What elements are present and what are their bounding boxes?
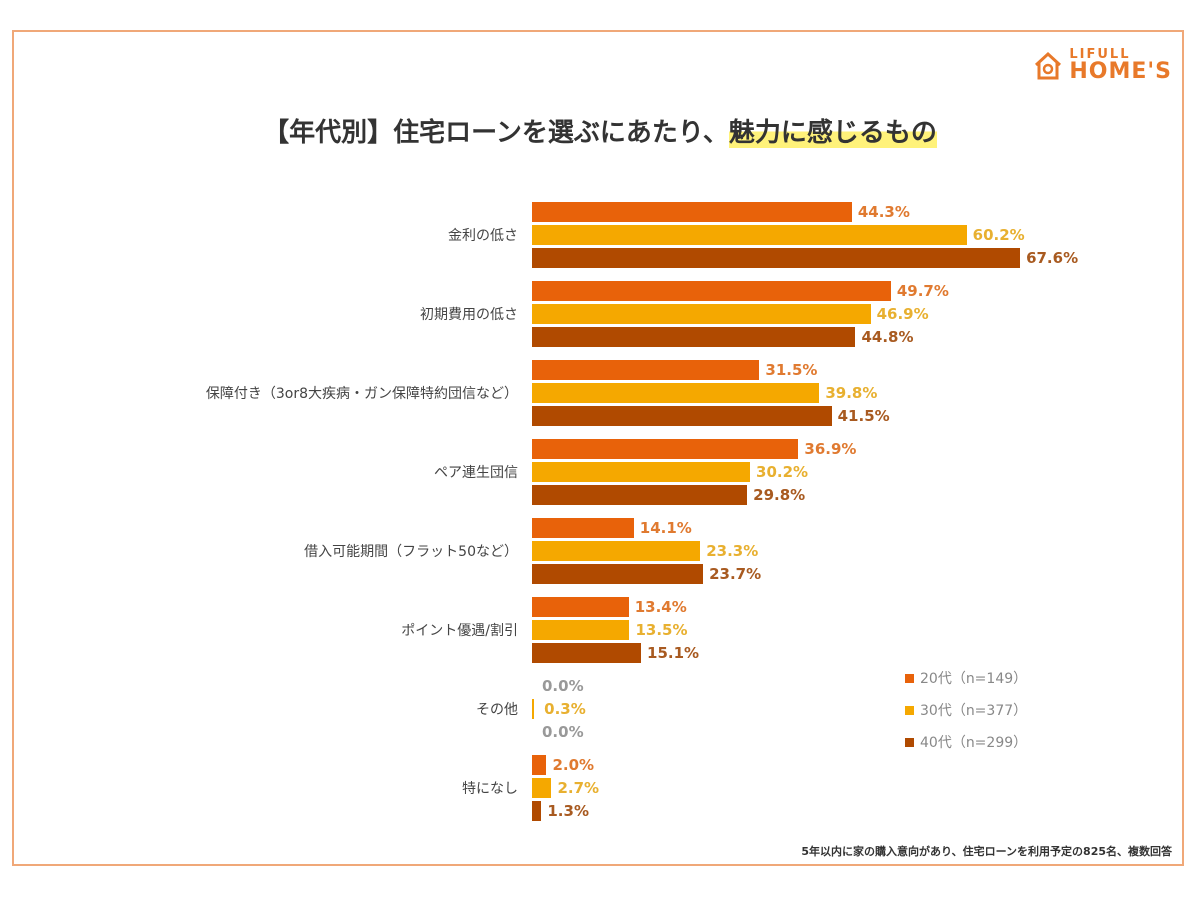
bar: [532, 778, 552, 798]
bar: [532, 439, 799, 459]
data-label: 49.7%: [896, 282, 949, 300]
data-label: 0.0%: [542, 723, 584, 741]
data-label: 23.7%: [709, 565, 762, 583]
bar: [532, 755, 547, 775]
bar: [532, 281, 891, 301]
bar: [532, 699, 535, 719]
data-label: 14.1%: [639, 519, 692, 537]
bar: [532, 564, 704, 584]
category-label: その他: [476, 702, 518, 718]
category-label: ペア連生団信: [434, 465, 518, 481]
chart-title: 【年代別】住宅ローンを選ぶにあたり、魅力に感じるもの: [0, 112, 1200, 149]
data-label: 44.3%: [857, 203, 910, 221]
chart-frame: [12, 30, 1184, 866]
bar: [532, 248, 1021, 268]
bar: [532, 360, 760, 380]
bar: [532, 597, 629, 617]
title-highlight: 魅力に感じるもの: [728, 118, 937, 148]
bar: [532, 406, 832, 426]
legend-label: 40代（n=299）: [920, 735, 1028, 751]
bar: [532, 327, 856, 347]
data-label: 13.5%: [635, 621, 688, 639]
data-label: 15.1%: [647, 644, 700, 662]
data-label: 23.3%: [706, 542, 759, 560]
bar: [532, 518, 634, 538]
bar: [532, 225, 967, 245]
title-prefix: 【年代別】住宅ローンを選ぶにあたり、: [263, 118, 729, 148]
data-label: 30.2%: [756, 463, 809, 481]
footnote: 5年以内に家の購入意向があり、住宅ローンを利用予定の825名、複数回答: [801, 845, 1172, 858]
data-label: 67.6%: [1026, 249, 1079, 267]
legend-swatch: [905, 737, 914, 747]
logo-line2: HOME'S: [1069, 59, 1172, 84]
legend-swatch: [905, 673, 914, 683]
bar: [532, 485, 748, 505]
data-label: 31.5%: [765, 361, 818, 379]
bar: [532, 801, 542, 821]
category-label: 特になし: [462, 781, 518, 797]
data-label: 36.9%: [804, 440, 857, 458]
bar: [532, 383, 820, 403]
data-label: 2.0%: [552, 756, 595, 774]
category-label: 借入可能期間（フラット50など）: [304, 544, 518, 560]
bar: [532, 643, 642, 663]
data-label: 1.3%: [547, 802, 589, 820]
bar: [532, 202, 852, 222]
data-label: 13.4%: [634, 598, 687, 616]
data-label: 60.2%: [972, 226, 1025, 244]
legend-label: 30代（n=377）: [920, 703, 1028, 719]
bar: [532, 304, 871, 324]
legend-item: 40代（n=299）: [905, 726, 1027, 758]
data-label: 46.9%: [876, 305, 929, 323]
data-label: 0.3%: [544, 700, 586, 718]
category-label: 金利の低さ: [448, 228, 518, 244]
legend-label: 20代（n=149）: [920, 671, 1028, 687]
logo: LIFULL HOME'S: [1033, 48, 1172, 83]
legend-swatch: [905, 705, 914, 715]
bar: [532, 462, 751, 482]
category-label: 初期費用の低さ: [420, 307, 518, 323]
house-icon: [1035, 51, 1062, 79]
logo-line1: LIFULL: [1069, 47, 1131, 62]
bar: [532, 541, 701, 561]
data-label: 0.0%: [542, 677, 584, 695]
legend-item: 30代（n=377）: [905, 694, 1027, 726]
data-label: 39.8%: [825, 384, 878, 402]
category-label: ポイント優遇/割引: [401, 623, 518, 639]
bar: [532, 620, 630, 640]
data-label: 29.8%: [753, 486, 806, 504]
category-label: 保障付き（3or8大疾病・ガン保障特約団信など）: [205, 386, 518, 402]
data-label: 2.7%: [557, 779, 600, 797]
legend-item: 20代（n=149）: [905, 662, 1027, 694]
data-label: 41.5%: [837, 407, 890, 425]
data-label: 44.8%: [861, 328, 914, 346]
legend: 20代（n=149） 30代（n=377） 40代（n=299）: [905, 662, 1027, 758]
